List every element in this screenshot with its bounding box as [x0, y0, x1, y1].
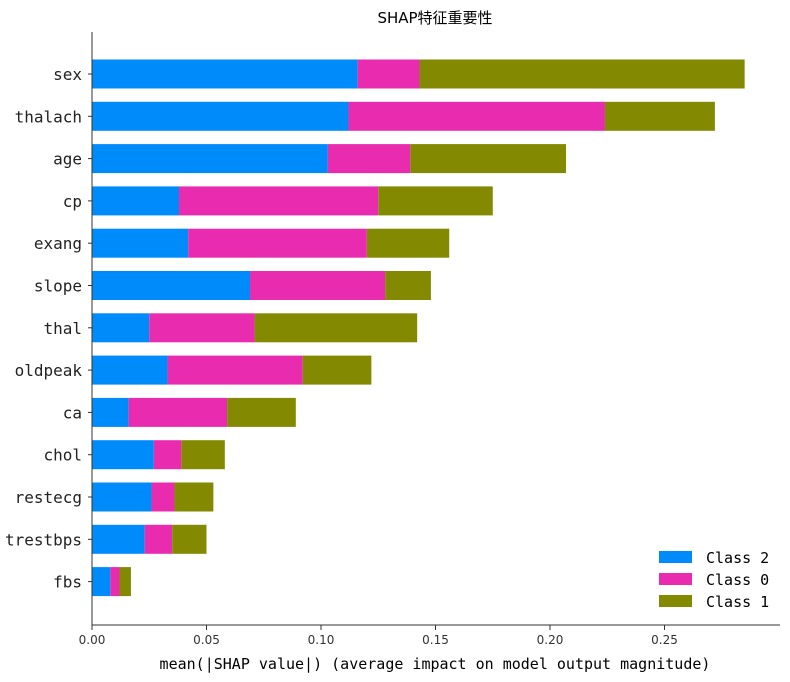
x-tick-label: 0.20	[537, 633, 564, 647]
bar-thalach-class-1	[604, 101, 715, 131]
y-tick-label-trestbps: trestbps	[5, 530, 82, 549]
bar-trestbps-class-1	[172, 524, 207, 554]
x-tick-label: 0.05	[193, 633, 220, 647]
x-tick-label: 0.25	[651, 633, 678, 647]
bar-thal-class-1	[254, 313, 418, 343]
bar-trestbps-class-0	[144, 524, 173, 554]
legend-label-class-2: Class 2	[706, 549, 769, 567]
y-tick-label-ca: ca	[63, 403, 82, 422]
bar-thalach-class-2	[92, 101, 349, 131]
bar-exang-class-0	[188, 228, 367, 258]
bar-trestbps-class-2	[92, 524, 145, 554]
bar-oldpeak-class-0	[167, 355, 303, 385]
y-tick-label-oldpeak: oldpeak	[15, 361, 83, 380]
bar-sex-class-1	[419, 59, 745, 89]
bar-chol-class-0	[153, 440, 182, 470]
legend-swatch-class-0	[659, 573, 692, 585]
bar-slope-class-1	[385, 271, 431, 300]
bar-slope-class-2	[92, 271, 251, 300]
bar-cp-class-0	[179, 186, 379, 216]
legend-swatch-class-1	[659, 595, 692, 607]
bar-thal-class-2	[92, 313, 150, 343]
bar-thalach-class-0	[348, 101, 605, 131]
bar-chol-class-2	[92, 440, 154, 470]
legend-swatch-class-2	[659, 551, 692, 563]
bar-age-class-1	[410, 144, 567, 174]
y-tick-label-restecg: restecg	[15, 488, 82, 507]
bar-fbs-class-0	[110, 567, 120, 597]
bar-exang-class-2	[92, 228, 189, 258]
bar-ca-class-2	[92, 397, 129, 427]
plot-area: sex thalach age cp exang slope thal oldpeak ca ch…	[5, 59, 745, 597]
bar-restecg-class-2	[92, 482, 152, 512]
y-tick-label-thal: thal	[43, 319, 82, 338]
y-tick-label-chol: chol	[43, 446, 82, 465]
x-axis-label: mean(|SHAP value|) (average impact on mo…	[160, 655, 711, 673]
x-tick-label: 0.00	[79, 633, 106, 647]
y-tick-label-slope: slope	[34, 277, 82, 296]
bar-oldpeak-class-2	[92, 355, 168, 385]
chart-title: SHAP特征重要性	[377, 9, 492, 27]
bar-exang-class-1	[366, 228, 450, 258]
x-tick-label: 0.10	[308, 633, 335, 647]
bar-restecg-class-1	[174, 482, 214, 512]
y-tick-label-sex: sex	[53, 65, 82, 84]
bar-thal-class-0	[149, 313, 255, 343]
bar-age-class-2	[92, 144, 328, 174]
bar-sex-class-0	[357, 59, 420, 89]
legend: Class 2 Class 0 Class 1	[659, 549, 769, 611]
bar-oldpeak-class-1	[302, 355, 372, 385]
bar-fbs-class-1	[119, 567, 131, 597]
legend-label-class-0: Class 0	[706, 571, 769, 589]
bar-age-class-0	[327, 144, 411, 174]
bar-cp-class-1	[378, 186, 493, 216]
bar-sex-class-2	[92, 59, 358, 89]
x-tick-label: 0.15	[422, 633, 449, 647]
bar-ca-class-1	[227, 397, 296, 427]
bar-ca-class-0	[128, 397, 228, 427]
bar-fbs-class-2	[92, 567, 111, 597]
bar-restecg-class-0	[151, 482, 175, 512]
y-tick-label-age: age	[53, 150, 82, 169]
y-tick-label-fbs: fbs	[53, 573, 82, 592]
y-tick-label-exang: exang	[34, 234, 82, 253]
y-tick-label-thalach: thalach	[15, 107, 82, 126]
y-tick-label-cp: cp	[63, 192, 82, 211]
bar-slope-class-0	[250, 271, 386, 300]
x-axis-ticks: 0.00 0.05 0.10 0.15 0.20 0.25	[79, 625, 678, 647]
bar-cp-class-2	[92, 186, 180, 216]
legend-label-class-1: Class 1	[706, 593, 769, 611]
bar-chol-class-1	[181, 440, 225, 470]
